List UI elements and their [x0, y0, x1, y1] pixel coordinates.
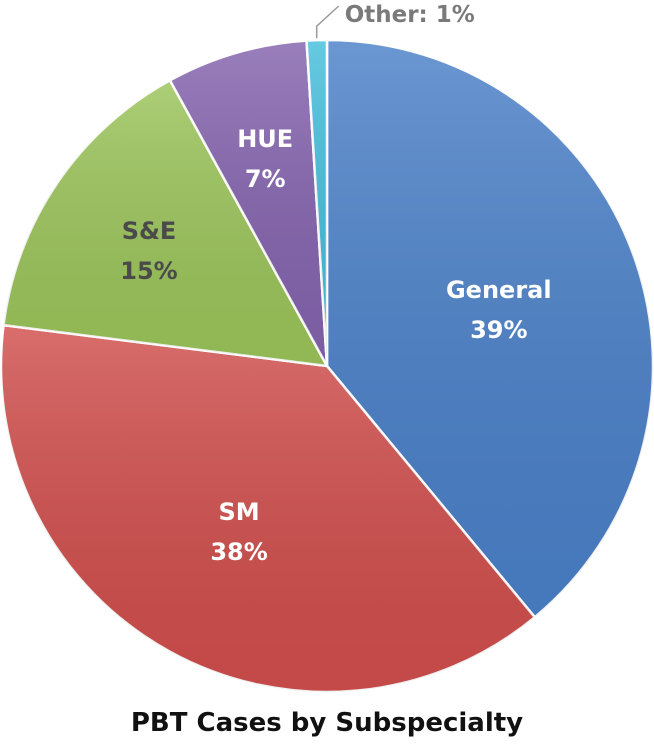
- data-label-other: Other: 1%: [345, 2, 475, 28]
- data-label-sande: S&E 15%: [120, 217, 177, 285]
- data-label-value: 39%: [470, 316, 527, 344]
- chart-title: PBT Cases by Subspecialty: [130, 708, 524, 738]
- data-label-name: General: [446, 276, 552, 304]
- data-label-general: General 39%: [446, 276, 552, 344]
- data-label-hue: HUE 7%: [237, 125, 293, 193]
- data-label-name: S&E: [122, 217, 177, 245]
- data-label-sm: SM 38%: [210, 498, 267, 566]
- data-label-value: 7%: [245, 165, 286, 193]
- data-label-value: 15%: [120, 257, 177, 285]
- data-label-name: SM: [219, 498, 260, 526]
- data-label-value: 38%: [210, 538, 267, 566]
- leader-line-other: [315, 5, 340, 39]
- data-label-name: HUE: [237, 125, 293, 153]
